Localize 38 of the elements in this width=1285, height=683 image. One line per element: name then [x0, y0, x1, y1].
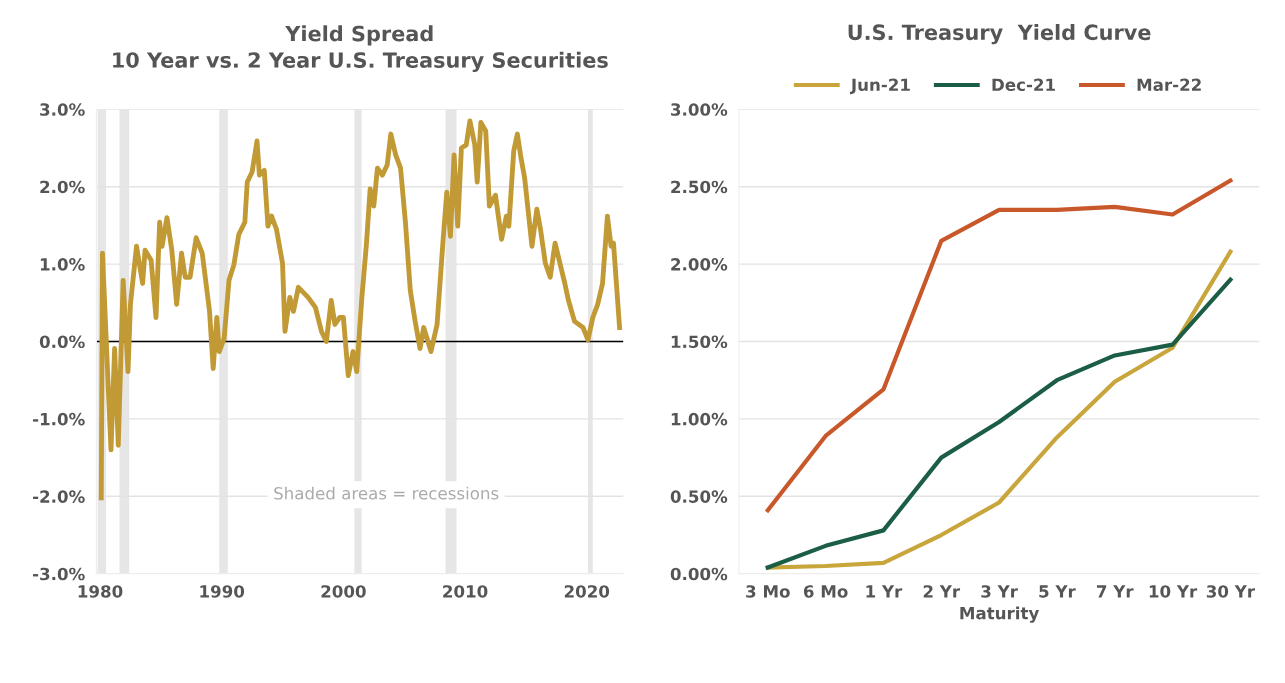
y-tick-label: 2.0% — [40, 180, 85, 194]
legend-label: Jun-21 — [849, 78, 910, 95]
chart-title: U.S. Treasury Yield Curve — [848, 24, 1151, 45]
x-tick-label: 6 Mo — [803, 585, 848, 598]
x-tick-label: 7 Yr — [1097, 585, 1134, 598]
x-tick-label: 2 Yr — [923, 585, 961, 598]
chart-subtitle: 10 Year vs. 2 Year U.S. Treasury Securities — [113, 51, 608, 73]
x-tick-label: 10 Yr — [1149, 585, 1198, 598]
y-tick-label: 1.0% — [40, 258, 85, 271]
line-series — [98, 118, 622, 501]
x-tick-label: 3 Mo — [746, 585, 790, 598]
x-tick-label: 1990 — [200, 585, 245, 598]
y-tick-label: -3.0% — [33, 567, 85, 581]
x-tick-label: 2020 — [564, 585, 610, 598]
x-axis-title: Maturity — [960, 606, 1039, 623]
legend-label: Mar-22 — [1137, 78, 1201, 92]
x-tick-label: 30 Yr — [1206, 585, 1255, 598]
x-tick-label: 2010 — [443, 585, 488, 598]
y-tick-label: 1.50% — [671, 335, 728, 349]
y-tick-label: -2.0% — [33, 490, 85, 503]
x-tick-label: 2000 — [321, 585, 366, 598]
y-tick-label: 0.0% — [39, 335, 85, 349]
y-tick-label: 3.0% — [40, 103, 85, 116]
y-tick-label: -1.0% — [33, 412, 85, 426]
x-tick-label: 1980 — [78, 585, 123, 598]
chart-title: Yield Spread — [285, 25, 433, 46]
y-tick-label: 3.00% — [671, 103, 728, 116]
y-tick-label: 0.50% — [670, 490, 728, 503]
y-tick-label: 1.00% — [671, 412, 728, 426]
y-tick-label: 0.00% — [670, 567, 728, 581]
x-tick-label: 1 Yr — [866, 585, 903, 598]
y-tick-label: 2.00% — [671, 258, 728, 271]
y-tick-label: 2.50% — [671, 180, 728, 194]
x-tick-label: 3 Yr — [981, 585, 1018, 598]
legend-label: Dec-21 — [992, 78, 1055, 92]
x-tick-label: 5 Yr — [1039, 585, 1076, 598]
line-series — [765, 178, 1233, 513]
annotation: Shaded areas = recessions — [274, 486, 499, 500]
